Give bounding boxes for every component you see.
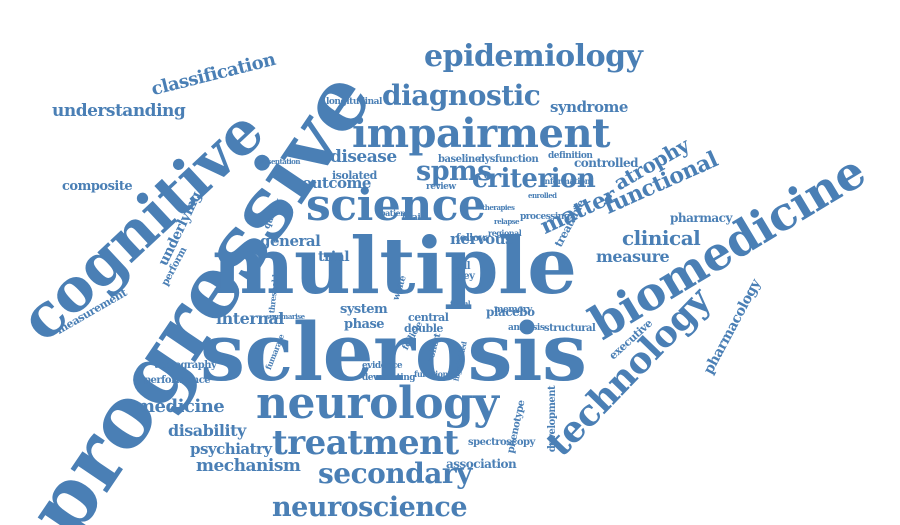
cloud-word: review	[426, 182, 456, 192]
cloud-word: pharmacology	[700, 276, 765, 378]
cloud-word: structural	[544, 323, 596, 334]
cloud-word: trial	[318, 249, 350, 265]
cloud-word: psychiatry	[190, 440, 272, 458]
cloud-word: enrolled	[528, 191, 557, 200]
cloud-word: isolated	[332, 169, 377, 182]
cloud-word: secondary	[318, 457, 472, 490]
cloud-word: phase	[344, 317, 385, 332]
cloud-word: medicine	[136, 396, 225, 417]
cloud-word: syndrome	[550, 98, 628, 116]
cloud-word: spectroscopy	[468, 437, 535, 448]
cloud-word: processing	[520, 212, 570, 222]
cloud-word: neuroscience	[272, 492, 468, 523]
cloud-word: dysfunction	[478, 154, 539, 165]
cloud-word: clinical	[622, 226, 701, 250]
cloud-word: disability	[168, 421, 246, 440]
cloud-word: pharmacy	[670, 211, 732, 225]
cloud-word: internal	[216, 309, 284, 328]
cloud-word: summarise	[266, 312, 305, 321]
cloud-word: general	[260, 232, 321, 250]
cloud-word: sclerosis	[200, 305, 587, 399]
cloud-word: devastating	[362, 373, 416, 383]
cloud-word: mechanism	[196, 456, 301, 476]
cloud-word: outcome	[302, 174, 371, 192]
cloud-word: therapies	[482, 203, 515, 212]
cloud-word: epidemiology	[424, 39, 643, 74]
cloud-word: performance	[144, 375, 211, 386]
cloud-word: relapse	[494, 217, 520, 226]
cloud-word: baseline	[438, 154, 481, 165]
cloud-word: regional	[488, 228, 522, 238]
cloud-word: disease	[330, 147, 397, 167]
cloud-word: classification	[149, 48, 278, 101]
cloud-word: neurology	[256, 378, 499, 429]
cloud-word: criterion	[472, 164, 596, 194]
cloud-word: definition	[548, 151, 593, 161]
cloud-word: patient	[380, 208, 409, 218]
cloud-word: memory	[494, 305, 532, 315]
cloud-word: spms	[416, 156, 492, 187]
cloud-word: treatment	[272, 423, 459, 463]
cloud-word: double	[404, 322, 443, 335]
cloud-word: tomography	[154, 360, 217, 371]
cloud-word: longitudinal	[326, 97, 382, 107]
cloud-word: evidence	[362, 361, 403, 371]
cloud-word: presentation	[256, 157, 300, 166]
cloud-word: development	[547, 385, 559, 453]
cloud-word: impairment	[352, 110, 611, 157]
cloud-word: association	[446, 457, 517, 471]
cloud-word: composite	[62, 179, 133, 194]
cloud-word: initial	[450, 299, 471, 308]
cloud-word: analysis	[508, 323, 545, 333]
cloud-word: information	[542, 176, 590, 186]
cloud-word: central	[408, 311, 449, 324]
cloud-word: multiple	[212, 221, 577, 312]
cloud-word: brain	[402, 213, 427, 223]
cloud-word: placebo	[486, 305, 535, 319]
cloud-word: function	[414, 369, 448, 379]
cloud-word: system	[340, 302, 388, 317]
cloud-word: controlled	[574, 156, 639, 170]
cloud-word: nervous	[450, 230, 513, 248]
cloud-word: cell	[452, 261, 471, 272]
cloud-word: follow	[456, 233, 487, 244]
cloud-word: diagnostic	[382, 79, 541, 112]
cloud-word: measure	[596, 247, 670, 266]
cloud-word: grey	[452, 271, 475, 282]
cloud-word: science	[306, 180, 486, 231]
cloud-word: understanding	[52, 101, 186, 121]
